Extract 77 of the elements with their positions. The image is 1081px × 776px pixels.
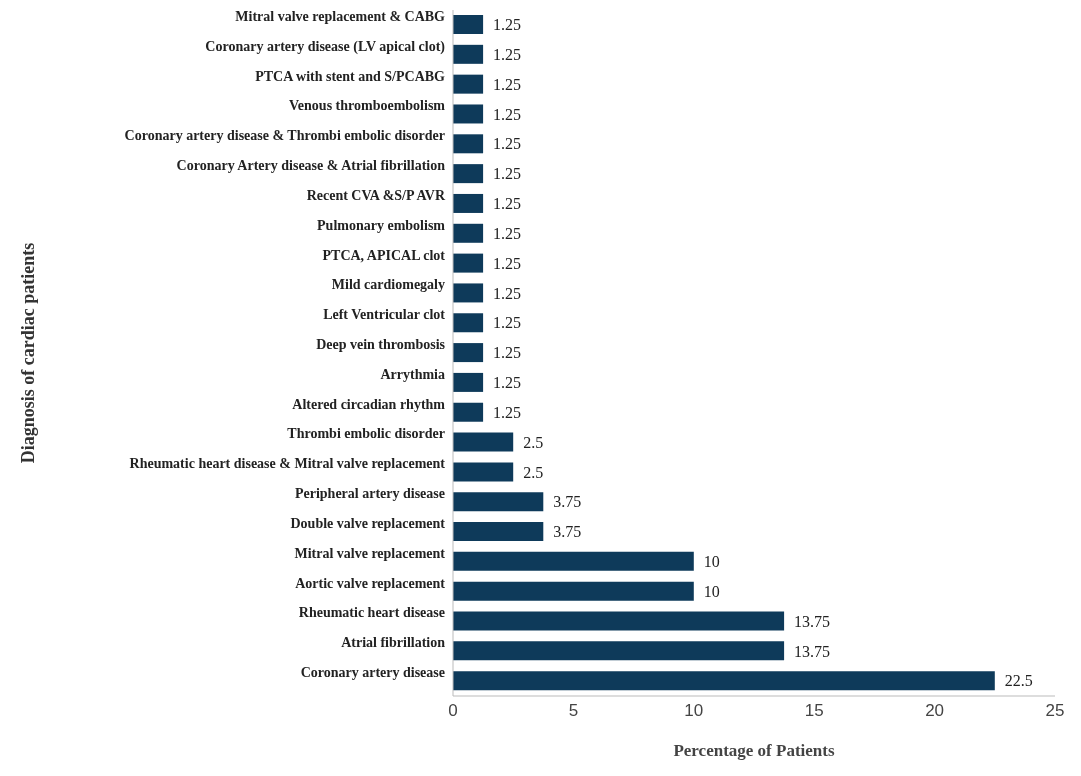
- bar: [453, 522, 544, 542]
- x-tick-label: 10: [684, 701, 704, 721]
- y-tick-label: Coronary artery disease & Thrombi embolic disorder: [124, 128, 445, 144]
- y-tick-label: Mild cardiomegaly: [331, 277, 445, 293]
- data-label: 1.25: [493, 16, 522, 34]
- y-tick-label: Coronary artery disease: [300, 665, 445, 681]
- bar: [453, 581, 694, 601]
- data-label: 1.25: [493, 403, 522, 421]
- bar: [453, 44, 484, 64]
- bar: [453, 223, 484, 243]
- bar: [453, 193, 484, 213]
- y-tick-label: Coronary artery disease (LV apical clot): [205, 38, 446, 55]
- bar: [453, 462, 514, 482]
- bar: [453, 313, 484, 333]
- y-tick-label: Left Ventricular clot: [323, 307, 446, 323]
- x-tick-label: 0: [448, 701, 458, 721]
- bar: [453, 15, 484, 34]
- bar: [453, 611, 785, 631]
- data-label: 2.5: [523, 463, 544, 481]
- y-tick-label: Deep vein thrombosis: [316, 337, 446, 352]
- data-label: 1.25: [493, 46, 522, 64]
- data-label: 1.25: [493, 284, 522, 302]
- data-label: 1.25: [493, 344, 522, 362]
- data-label: 13.75: [794, 642, 831, 660]
- bar: [453, 641, 785, 661]
- x-tick-label: 25: [1045, 701, 1065, 721]
- y-axis-title: Diagnosis of cardiac patients: [18, 242, 39, 464]
- data-label: 2.5: [523, 433, 544, 451]
- data-label: 1.25: [493, 374, 522, 392]
- data-label: 1.25: [493, 165, 522, 183]
- data-label: 1.25: [493, 105, 522, 123]
- bar: [453, 671, 995, 691]
- bar: [453, 74, 484, 94]
- y-tick-label: PTCA with stent and S/PCABG: [255, 68, 446, 84]
- y-tick-label: Arrythmia: [380, 366, 445, 382]
- x-axis-title: Percentage of Patients: [673, 741, 835, 760]
- y-tick-label: Rheumatic heart disease & Mitral valve replacement: [129, 456, 446, 472]
- bar: [453, 492, 544, 512]
- y-tick-label: Recent CVA &S/P AVR: [306, 187, 446, 203]
- bar: [453, 164, 484, 184]
- y-tick-label: Mitral valve replacement & CABG: [235, 8, 446, 24]
- y-tick-label: Coronary Artery disease & Atrial fibrillation: [176, 158, 446, 174]
- data-label: 1.25: [493, 135, 522, 153]
- data-label: 1.25: [493, 254, 522, 272]
- y-tick-label: PTCA, APICAL clot: [322, 247, 446, 263]
- bar: [453, 104, 484, 124]
- data-label: 3.75: [553, 523, 582, 541]
- bar: [453, 134, 484, 154]
- data-label: 10: [703, 553, 720, 571]
- y-tick-label: Atrial fibrillation: [341, 635, 446, 651]
- y-tick-label: Double valve replacement: [290, 515, 446, 531]
- data-label: 1.25: [493, 195, 522, 213]
- y-tick-label: Rheumatic heart disease: [298, 605, 445, 621]
- bar: [453, 343, 484, 363]
- bar: [453, 551, 694, 571]
- x-tick-label: 20: [925, 701, 945, 721]
- y-tick-label: Mitral valve replacement: [294, 545, 446, 561]
- x-tick-label: 15: [804, 701, 824, 721]
- y-tick-label: Pulmonary embolism: [317, 217, 446, 233]
- y-tick-label: Peripheral artery disease: [294, 486, 445, 502]
- data-label: 1.25: [493, 314, 522, 332]
- data-label: 22.5: [1004, 672, 1033, 690]
- y-tick-label: Altered circadian rhythm: [292, 396, 446, 412]
- data-label: 1.25: [493, 75, 522, 93]
- bar: [453, 402, 484, 422]
- data-label: 10: [703, 582, 720, 600]
- data-label: 1.25: [493, 224, 522, 242]
- data-label: 13.75: [794, 612, 831, 630]
- bar: [453, 253, 484, 273]
- y-tick-label: Thrombi embolic disorder: [287, 426, 445, 442]
- data-label: 3.75: [553, 493, 582, 511]
- y-tick-label: Aortic valve replacement: [295, 575, 446, 591]
- bar: [453, 283, 484, 303]
- x-tick-label: 5: [568, 701, 579, 721]
- y-tick-label: Venous thromboembolism: [289, 98, 446, 114]
- bar: [453, 372, 484, 392]
- bar: [453, 432, 514, 452]
